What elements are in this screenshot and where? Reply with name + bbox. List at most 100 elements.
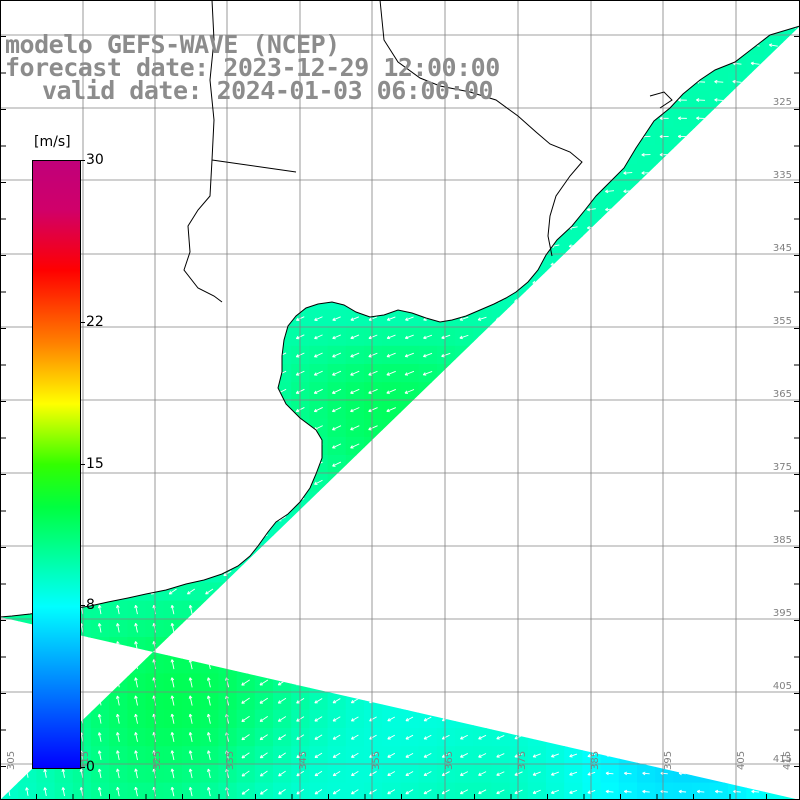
wind-arrow bbox=[241, 752, 250, 759]
wind-cell bbox=[527, 564, 547, 583]
wind-cell bbox=[655, 728, 674, 747]
wind-cell bbox=[527, 109, 547, 128]
wind-arrow bbox=[550, 43, 560, 48]
wind-arrow bbox=[207, 750, 211, 760]
wind-cell bbox=[728, 254, 747, 274]
wind-arrow bbox=[187, 479, 195, 485]
wind-cell bbox=[637, 691, 656, 711]
wind-arrow bbox=[332, 770, 341, 777]
wind-arrow bbox=[623, 134, 633, 139]
wind-arrow bbox=[386, 26, 396, 30]
wind-arrow bbox=[715, 8, 724, 11]
wind-cell bbox=[345, 200, 365, 219]
wind-arrow bbox=[477, 425, 487, 431]
wind-cell bbox=[618, 655, 638, 674]
wind-arrow bbox=[116, 604, 120, 615]
wind-cell bbox=[91, 691, 110, 711]
wind-cell bbox=[637, 72, 656, 92]
wind-cell bbox=[455, 109, 474, 128]
wind-arrow bbox=[168, 443, 177, 449]
wind-cell bbox=[473, 527, 492, 547]
wind-cell bbox=[254, 600, 274, 620]
wind-arrow bbox=[423, 516, 432, 522]
wind-arrow bbox=[259, 625, 269, 631]
wind-cell bbox=[728, 26, 747, 37]
wind-cell bbox=[746, 637, 765, 656]
wind-arrow bbox=[132, 461, 141, 467]
wind-arrow bbox=[768, 43, 778, 48]
wind-arrow bbox=[496, 607, 505, 612]
wind-arrow bbox=[404, 443, 415, 449]
wind-cell bbox=[200, 600, 219, 620]
wind-arrow bbox=[5, 152, 13, 158]
wind-arrow bbox=[386, 389, 396, 394]
wind-cell bbox=[163, 327, 183, 347]
wind-arrow bbox=[188, 786, 193, 797]
wind-cell bbox=[218, 473, 238, 492]
wind-cell bbox=[600, 600, 620, 620]
wind-cell bbox=[546, 345, 565, 365]
wind-arrow bbox=[514, 571, 523, 576]
wind-arrow bbox=[441, 461, 451, 467]
wind-cell bbox=[764, 345, 784, 365]
wind-cell bbox=[527, 36, 547, 56]
wind-arrow bbox=[5, 406, 13, 413]
wind-cell bbox=[436, 527, 456, 547]
wind-cell bbox=[163, 418, 183, 438]
wind-cell bbox=[382, 182, 401, 201]
wind-cell bbox=[709, 26, 729, 37]
wind-cell bbox=[728, 491, 747, 511]
wind-arrow bbox=[314, 734, 323, 740]
wind-arrow bbox=[332, 189, 341, 194]
wind-cell bbox=[782, 254, 800, 274]
wind-cell bbox=[0, 655, 19, 674]
wind-cell bbox=[673, 436, 693, 456]
wind-arrow bbox=[259, 715, 268, 722]
wind-arrow bbox=[368, 280, 378, 285]
wind-cell bbox=[254, 109, 274, 128]
wind-cell bbox=[709, 455, 729, 474]
wind-arrow bbox=[532, 43, 541, 48]
wind-arrow bbox=[605, 262, 614, 266]
wind-arrow bbox=[642, 389, 650, 394]
wind-cell bbox=[600, 655, 620, 674]
wind-arrow bbox=[623, 116, 633, 121]
wind-cell bbox=[200, 436, 219, 456]
wind-cell bbox=[691, 764, 711, 784]
wind-arrow bbox=[478, 8, 486, 11]
wind-arrow bbox=[422, 425, 433, 431]
wind-arrow bbox=[332, 679, 341, 686]
wind-arrow bbox=[223, 388, 232, 394]
latitude-label: 405 bbox=[773, 681, 792, 692]
wind-cell bbox=[91, 655, 110, 674]
wind-cell bbox=[163, 491, 183, 511]
wind-cell bbox=[109, 564, 128, 583]
wind-arrow bbox=[641, 516, 651, 521]
wind-cell bbox=[327, 109, 347, 128]
wind-arrow bbox=[168, 134, 177, 139]
wind-arrow bbox=[769, 134, 778, 139]
wind-arrow bbox=[314, 789, 323, 795]
wind-arrow bbox=[132, 26, 141, 30]
wind-cell bbox=[582, 327, 602, 347]
wind-arrow bbox=[224, 8, 232, 11]
wind-cell bbox=[400, 600, 420, 620]
wind-cell bbox=[0, 473, 19, 492]
wind-cell bbox=[746, 309, 765, 329]
wind-arrow bbox=[623, 280, 632, 285]
wind-arrow bbox=[314, 352, 323, 358]
wind-arrow bbox=[787, 116, 796, 120]
wind-arrow bbox=[532, 517, 541, 521]
wind-arrow bbox=[605, 644, 614, 648]
wind-cell bbox=[91, 218, 110, 238]
wind-cell bbox=[709, 218, 729, 238]
wind-arrow bbox=[769, 644, 778, 648]
wind-arrow bbox=[5, 370, 13, 376]
wind-arrow bbox=[587, 735, 596, 740]
wind-arrow bbox=[569, 626, 578, 631]
wind-arrow bbox=[441, 44, 451, 48]
wind-arrow bbox=[750, 26, 760, 29]
wind-cell bbox=[709, 182, 729, 201]
wind-arrow bbox=[623, 171, 633, 175]
wind-arrow bbox=[732, 425, 742, 430]
